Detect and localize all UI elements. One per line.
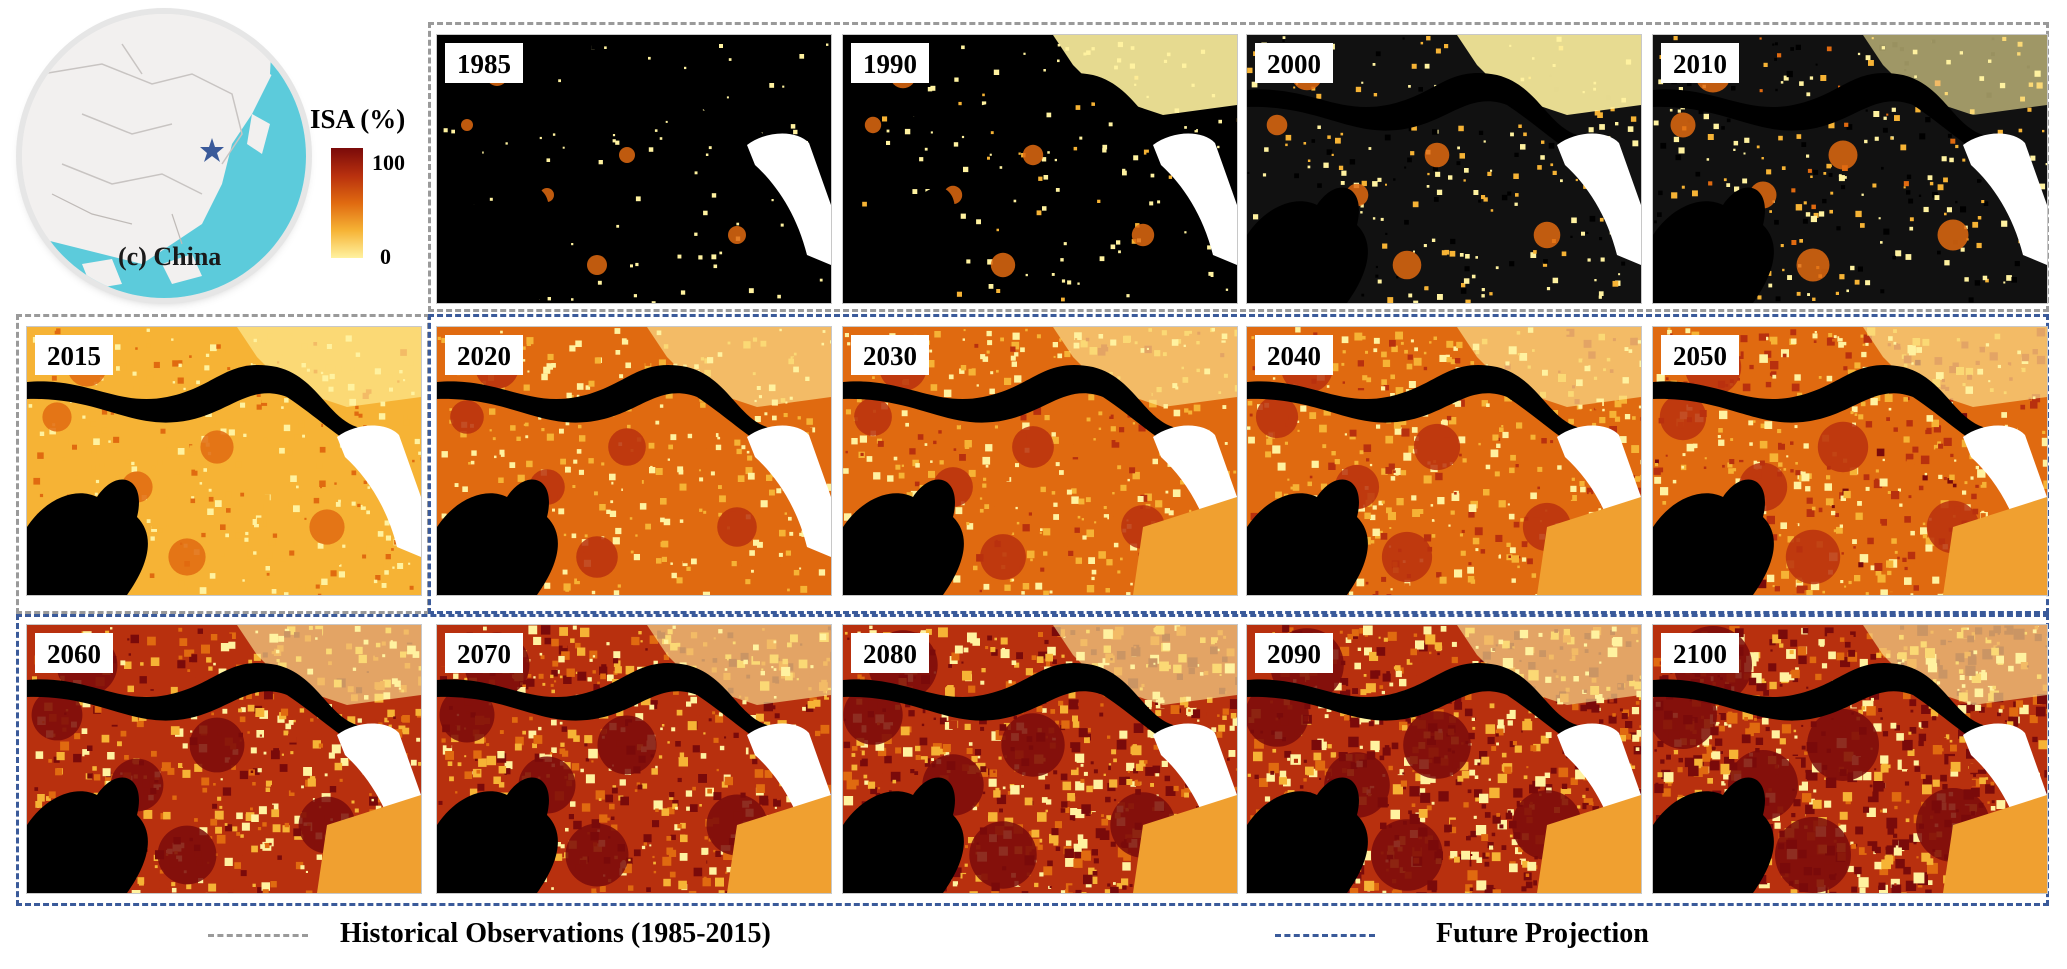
- year-label-2060: 2060: [35, 633, 113, 673]
- map-panel-2060: 2060: [26, 624, 422, 894]
- map-panel-2010: 2010: [1652, 34, 2048, 304]
- map-panel-2100: 2100: [1652, 624, 2048, 894]
- future-legend-line: [1275, 934, 1375, 937]
- isa-map-2015: [27, 327, 421, 595]
- year-label-2070: 2070: [445, 633, 523, 673]
- colorbar-min-label: 0: [380, 244, 391, 269]
- year-label-2080: 2080: [851, 633, 929, 673]
- map-panel-2030: 2030: [842, 326, 1238, 596]
- colorbar-max-label: 100: [372, 150, 405, 175]
- isa-map-1985: [437, 35, 831, 303]
- inset-map-graphic: [22, 14, 306, 298]
- isa-map-2100: [1653, 625, 2047, 893]
- map-panel-2020: 2020: [436, 326, 832, 596]
- future-legend-label: Future Projection: [1436, 918, 1649, 949]
- china-inset-map: (c) China: [22, 14, 306, 298]
- map-panel-2040: 2040: [1246, 326, 1642, 596]
- year-label-2040: 2040: [1255, 335, 1333, 375]
- map-panel-2015: 2015: [26, 326, 422, 596]
- year-label-1990: 1990: [851, 43, 929, 83]
- map-panel-2050: 2050: [1652, 326, 2048, 596]
- year-label-2100: 2100: [1661, 633, 1739, 673]
- isa-map-2070: [437, 625, 831, 893]
- map-panel-2090: 2090: [1246, 624, 1642, 894]
- year-label-2020: 2020: [445, 335, 523, 375]
- location-star-icon: [200, 138, 224, 162]
- year-label-2000: 2000: [1255, 43, 1333, 83]
- map-panel-1990: 1990: [842, 34, 1238, 304]
- map-panel-1985: 1985: [436, 34, 832, 304]
- map-panel-2080: 2080: [842, 624, 1238, 894]
- map-panel-2000: 2000: [1246, 34, 1642, 304]
- year-label-2030: 2030: [851, 335, 929, 375]
- isa-map-1990: [843, 35, 1237, 303]
- colorbar: [331, 148, 363, 258]
- year-label-2090: 2090: [1255, 633, 1333, 673]
- isa-map-2030: [843, 327, 1237, 595]
- year-label-2050: 2050: [1661, 335, 1739, 375]
- map-panel-2070: 2070: [436, 624, 832, 894]
- isa-map-2090: [1247, 625, 1641, 893]
- historical-legend-label: Historical Observations (1985-2015): [340, 918, 771, 949]
- colorbar-title: ISA (%): [310, 104, 406, 134]
- year-label-2010: 2010: [1661, 43, 1739, 83]
- year-label-2015: 2015: [35, 335, 113, 375]
- isa-map-2050: [1653, 327, 2047, 595]
- historical-legend-line: [208, 934, 308, 937]
- inset-label: (c) China: [118, 242, 222, 271]
- year-label-1985: 1985: [445, 43, 523, 83]
